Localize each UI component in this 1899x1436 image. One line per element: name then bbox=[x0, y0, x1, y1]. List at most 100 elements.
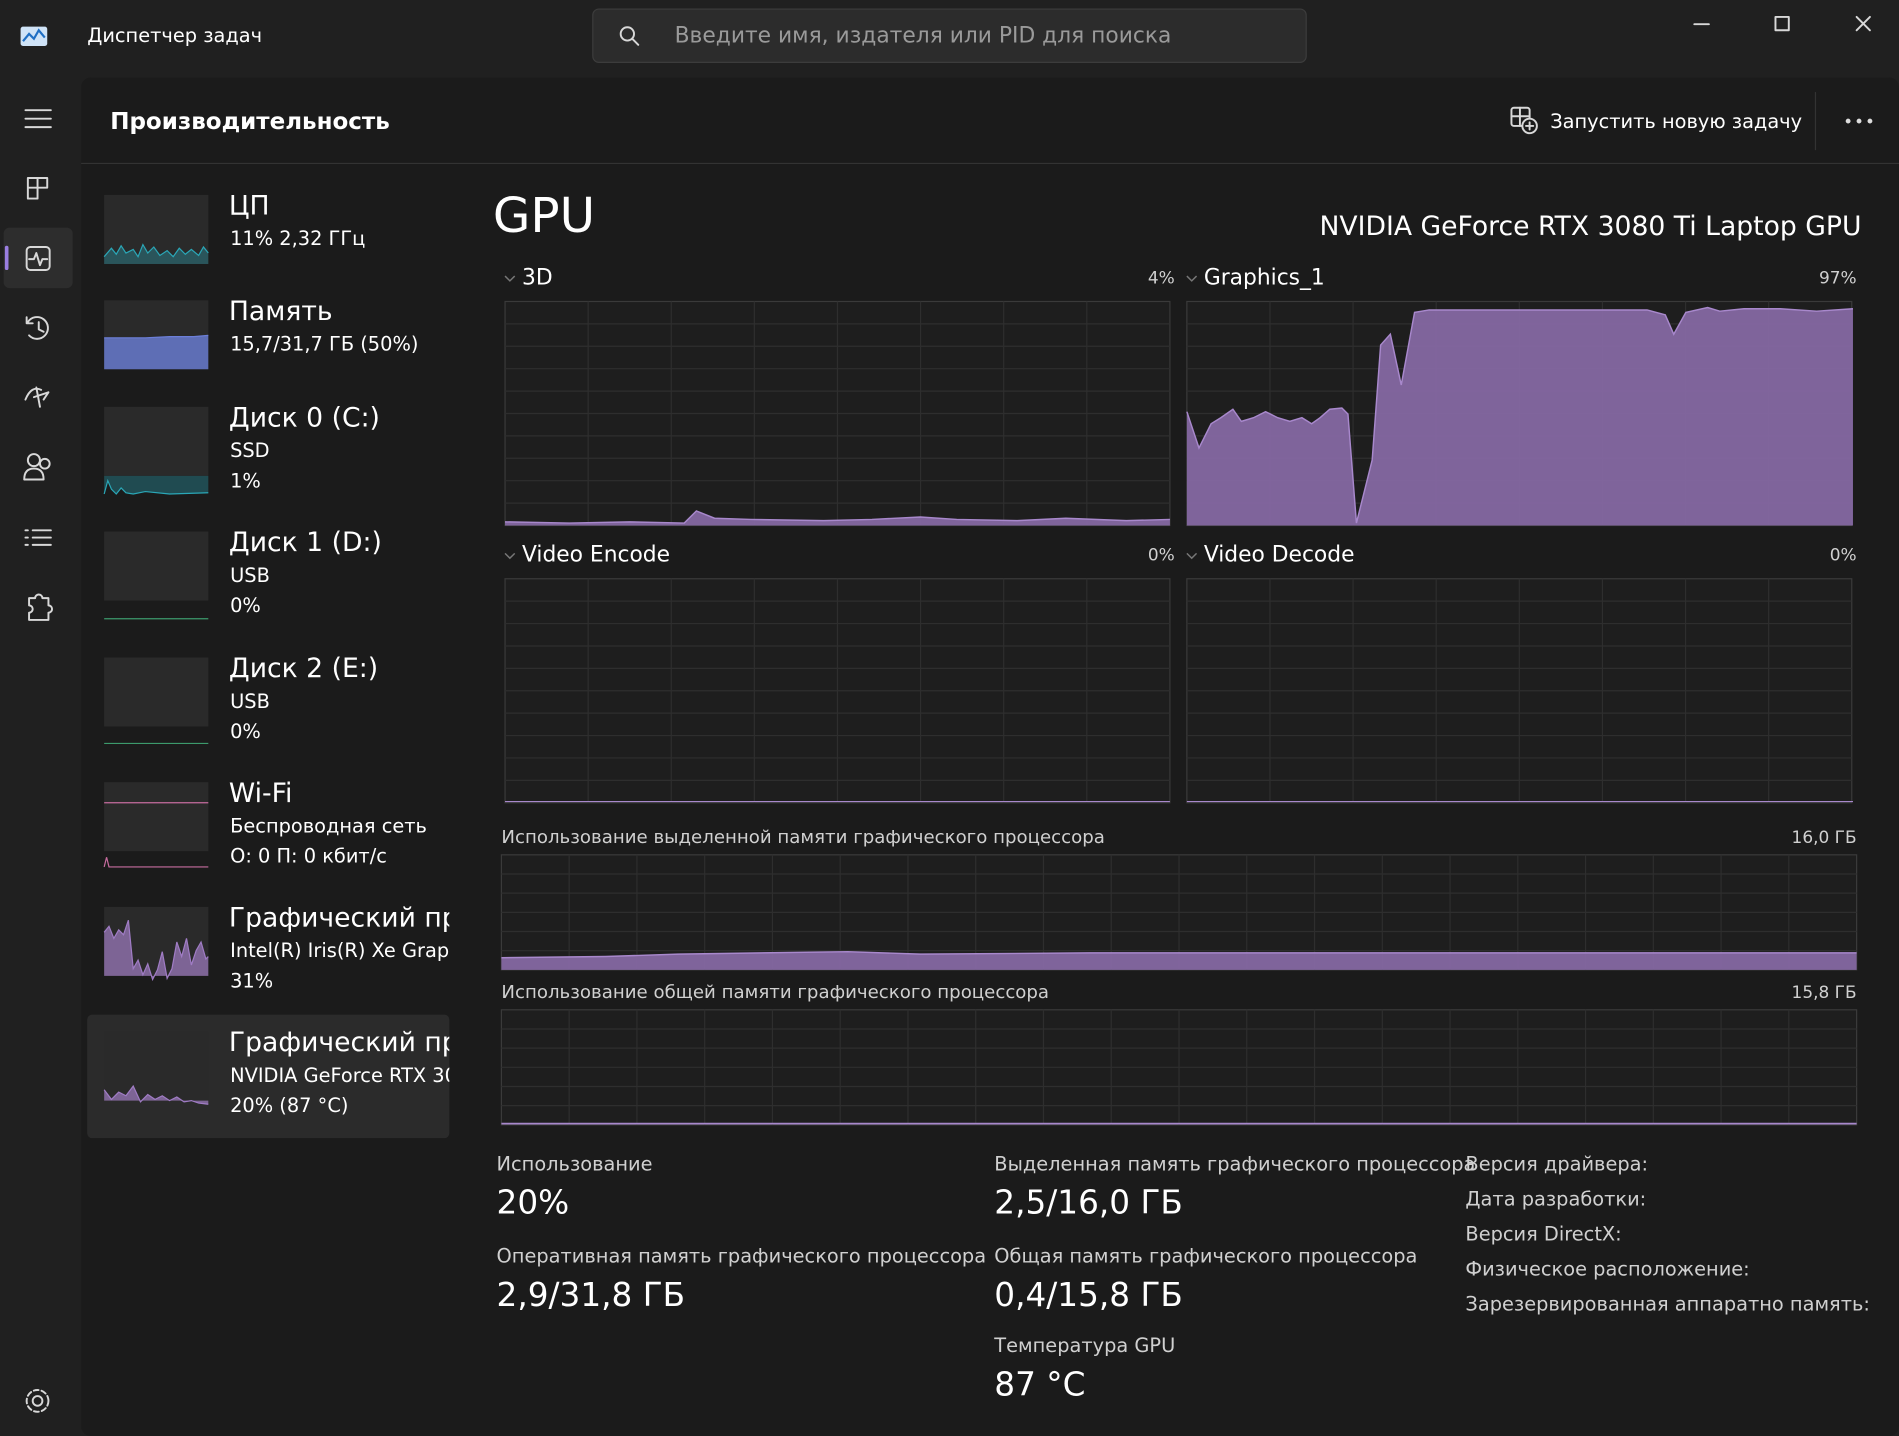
thumbnail-line bbox=[103, 1084, 209, 1105]
graph-fill bbox=[505, 510, 1170, 526]
graphs: 3D 4% Graphics_1 97% Video Encode 0% Video Dec… bbox=[500, 265, 1858, 1126]
new-task-button[interactable]: Запустить новую задачу bbox=[1510, 106, 1802, 135]
info-label: Версия DirectX: bbox=[1465, 1223, 1621, 1246]
engine-name: 3D bbox=[522, 265, 553, 290]
close-button[interactable] bbox=[1855, 15, 1871, 32]
engine-value: 97% bbox=[1819, 267, 1857, 287]
sidebar-item[interactable]: Диск 1 (D:) USB 0% bbox=[104, 527, 382, 620]
collapse-chevron bbox=[504, 552, 516, 560]
thumbnail bbox=[104, 406, 209, 476]
thumbnail-line bbox=[103, 857, 209, 868]
nav-details[interactable] bbox=[24, 529, 52, 546]
graph-fill bbox=[501, 951, 1857, 970]
stat-label: Общая память графического процессора bbox=[994, 1244, 1417, 1267]
item-name: Память bbox=[229, 296, 333, 327]
stat-value: 2,5/16,0 ГБ bbox=[994, 1184, 1183, 1222]
item-name: Wi-Fi bbox=[229, 778, 293, 809]
engine-value: 0% bbox=[1830, 545, 1857, 565]
nav-startup[interactable] bbox=[24, 386, 50, 408]
thumbnail-fill bbox=[104, 244, 209, 264]
info-label: Версия драйвера: bbox=[1465, 1152, 1648, 1175]
thumbnail-fill bbox=[104, 920, 209, 980]
nav-users[interactable] bbox=[23, 453, 51, 481]
app-icon bbox=[20, 26, 48, 47]
engine-name: Graphics_1 bbox=[1204, 265, 1325, 290]
maximize-button[interactable] bbox=[1774, 15, 1790, 32]
stat-value: 87 °C bbox=[994, 1365, 1085, 1403]
item-name: Диск 2 (E:) bbox=[229, 653, 378, 684]
item-detail: Intel(R) Iris(R) Xe Graphi bbox=[230, 939, 467, 962]
item-detail: 0% bbox=[230, 594, 261, 617]
thumbnail-line bbox=[103, 920, 209, 982]
sidebar-item[interactable]: Wi-Fi Беспроводная сеть О: 0 П: 0 кбит/с bbox=[103, 778, 427, 868]
graph-fill bbox=[1186, 307, 1853, 526]
stat-label: Температура GPU bbox=[993, 1334, 1175, 1357]
nav-settings[interactable] bbox=[25, 1389, 50, 1413]
collapse-chevron bbox=[1186, 552, 1198, 560]
thumbnail-fill bbox=[104, 475, 209, 495]
engine-value: 0% bbox=[1148, 545, 1175, 565]
search-placeholder: Введите имя, издателя или PID для поиска bbox=[675, 23, 1172, 48]
thumbnail-line bbox=[104, 334, 209, 339]
thumbnail-line bbox=[103, 478, 209, 495]
more-button[interactable] bbox=[1845, 118, 1873, 124]
memory-label: Использование общей памяти графического … bbox=[501, 982, 1049, 1003]
thumbnail bbox=[104, 1031, 209, 1101]
sidebar-item[interactable]: Память 15,7/31,7 ГБ (50%) bbox=[104, 296, 418, 370]
menu-button[interactable] bbox=[24, 109, 52, 129]
item-detail: 15,7/31,7 ГБ (50%) bbox=[230, 333, 418, 356]
sidebar-item[interactable]: Диск 0 (C:) SSD 1% bbox=[103, 402, 380, 495]
graph-line bbox=[505, 510, 1170, 524]
item-name: Диск 1 (D:) bbox=[229, 527, 382, 558]
item-detail: SSD bbox=[230, 439, 270, 462]
sidebar-item[interactable]: Диск 2 (E:) USB 0% bbox=[104, 653, 378, 745]
nav-history[interactable] bbox=[25, 316, 49, 340]
thumbnail-line bbox=[103, 243, 209, 258]
sidebar-item[interactable]: Графический про Intel(R) Iris(R) Xe Graph… bbox=[103, 902, 475, 992]
nav-processes[interactable] bbox=[26, 177, 49, 200]
item-detail: 20% (87 °C) bbox=[230, 1094, 348, 1117]
thumbnail bbox=[104, 657, 209, 727]
item-name: ЦП bbox=[229, 191, 270, 222]
new-task-label: Запустить новую задачу bbox=[1550, 110, 1802, 133]
graph-line bbox=[501, 950, 1857, 959]
item-name: Диск 0 (C:) bbox=[229, 402, 380, 433]
item-detail: 31% bbox=[230, 969, 273, 992]
stat-label: Выделенная память графического процессор… bbox=[994, 1152, 1475, 1175]
item-detail: 0% bbox=[230, 720, 261, 743]
info-label: Дата разработки: bbox=[1465, 1187, 1646, 1210]
gpu-title: GPU bbox=[493, 188, 595, 244]
item-detail: Беспроводная сеть bbox=[230, 814, 427, 837]
item-detail: 11% 2,32 ГГц bbox=[230, 227, 365, 250]
item-detail: NVIDIA GeForce RTX 30 bbox=[230, 1064, 457, 1087]
stat-label: Оперативная память графического процессо… bbox=[497, 1244, 987, 1267]
engine-name: Video Decode bbox=[1204, 543, 1355, 568]
memory-max: 16,0 ГБ bbox=[1792, 827, 1857, 847]
info-label: Зарезервированная аппаратно память: bbox=[1465, 1293, 1870, 1316]
page-title: Производительность bbox=[110, 109, 390, 135]
item-name: Графический про bbox=[229, 1027, 475, 1058]
nav-indicator bbox=[4, 245, 9, 271]
thumbnail bbox=[104, 531, 209, 601]
item-name: Графический про bbox=[229, 902, 475, 933]
stat-value: 20% bbox=[497, 1184, 570, 1222]
collapse-chevron bbox=[504, 275, 516, 282]
thumbnail bbox=[104, 194, 209, 264]
sidebar-item[interactable]: ЦП 11% 2,32 ГГц bbox=[103, 191, 365, 264]
info-label: Физическое расположение: bbox=[1465, 1258, 1749, 1281]
collapse-chevron bbox=[1186, 275, 1198, 282]
memory-label: Использование выделенной памяти графичес… bbox=[501, 827, 1104, 848]
thumbnail bbox=[104, 782, 209, 852]
sidebar-item[interactable]: Графический про NVIDIA GeForce RTX 30 20% … bbox=[103, 1027, 475, 1117]
nav-services[interactable] bbox=[28, 593, 54, 621]
stats: Использование 20% Оперативная память графи… bbox=[497, 1152, 1870, 1403]
thumbnail-fill bbox=[104, 335, 209, 370]
search-box[interactable]: Введите имя, издателя или PID для поиска bbox=[592, 8, 1307, 63]
gpu-name: NVIDIA GeForce RTX 3080 Ti Laptop GPU bbox=[1319, 211, 1861, 242]
stat-label: Использование bbox=[497, 1152, 653, 1175]
nav-performance[interactable] bbox=[25, 246, 51, 271]
stat-value: 0,4/15,8 ГБ bbox=[994, 1276, 1183, 1314]
engine-name: Video Encode bbox=[522, 543, 670, 568]
item-detail: 1% bbox=[230, 469, 261, 492]
